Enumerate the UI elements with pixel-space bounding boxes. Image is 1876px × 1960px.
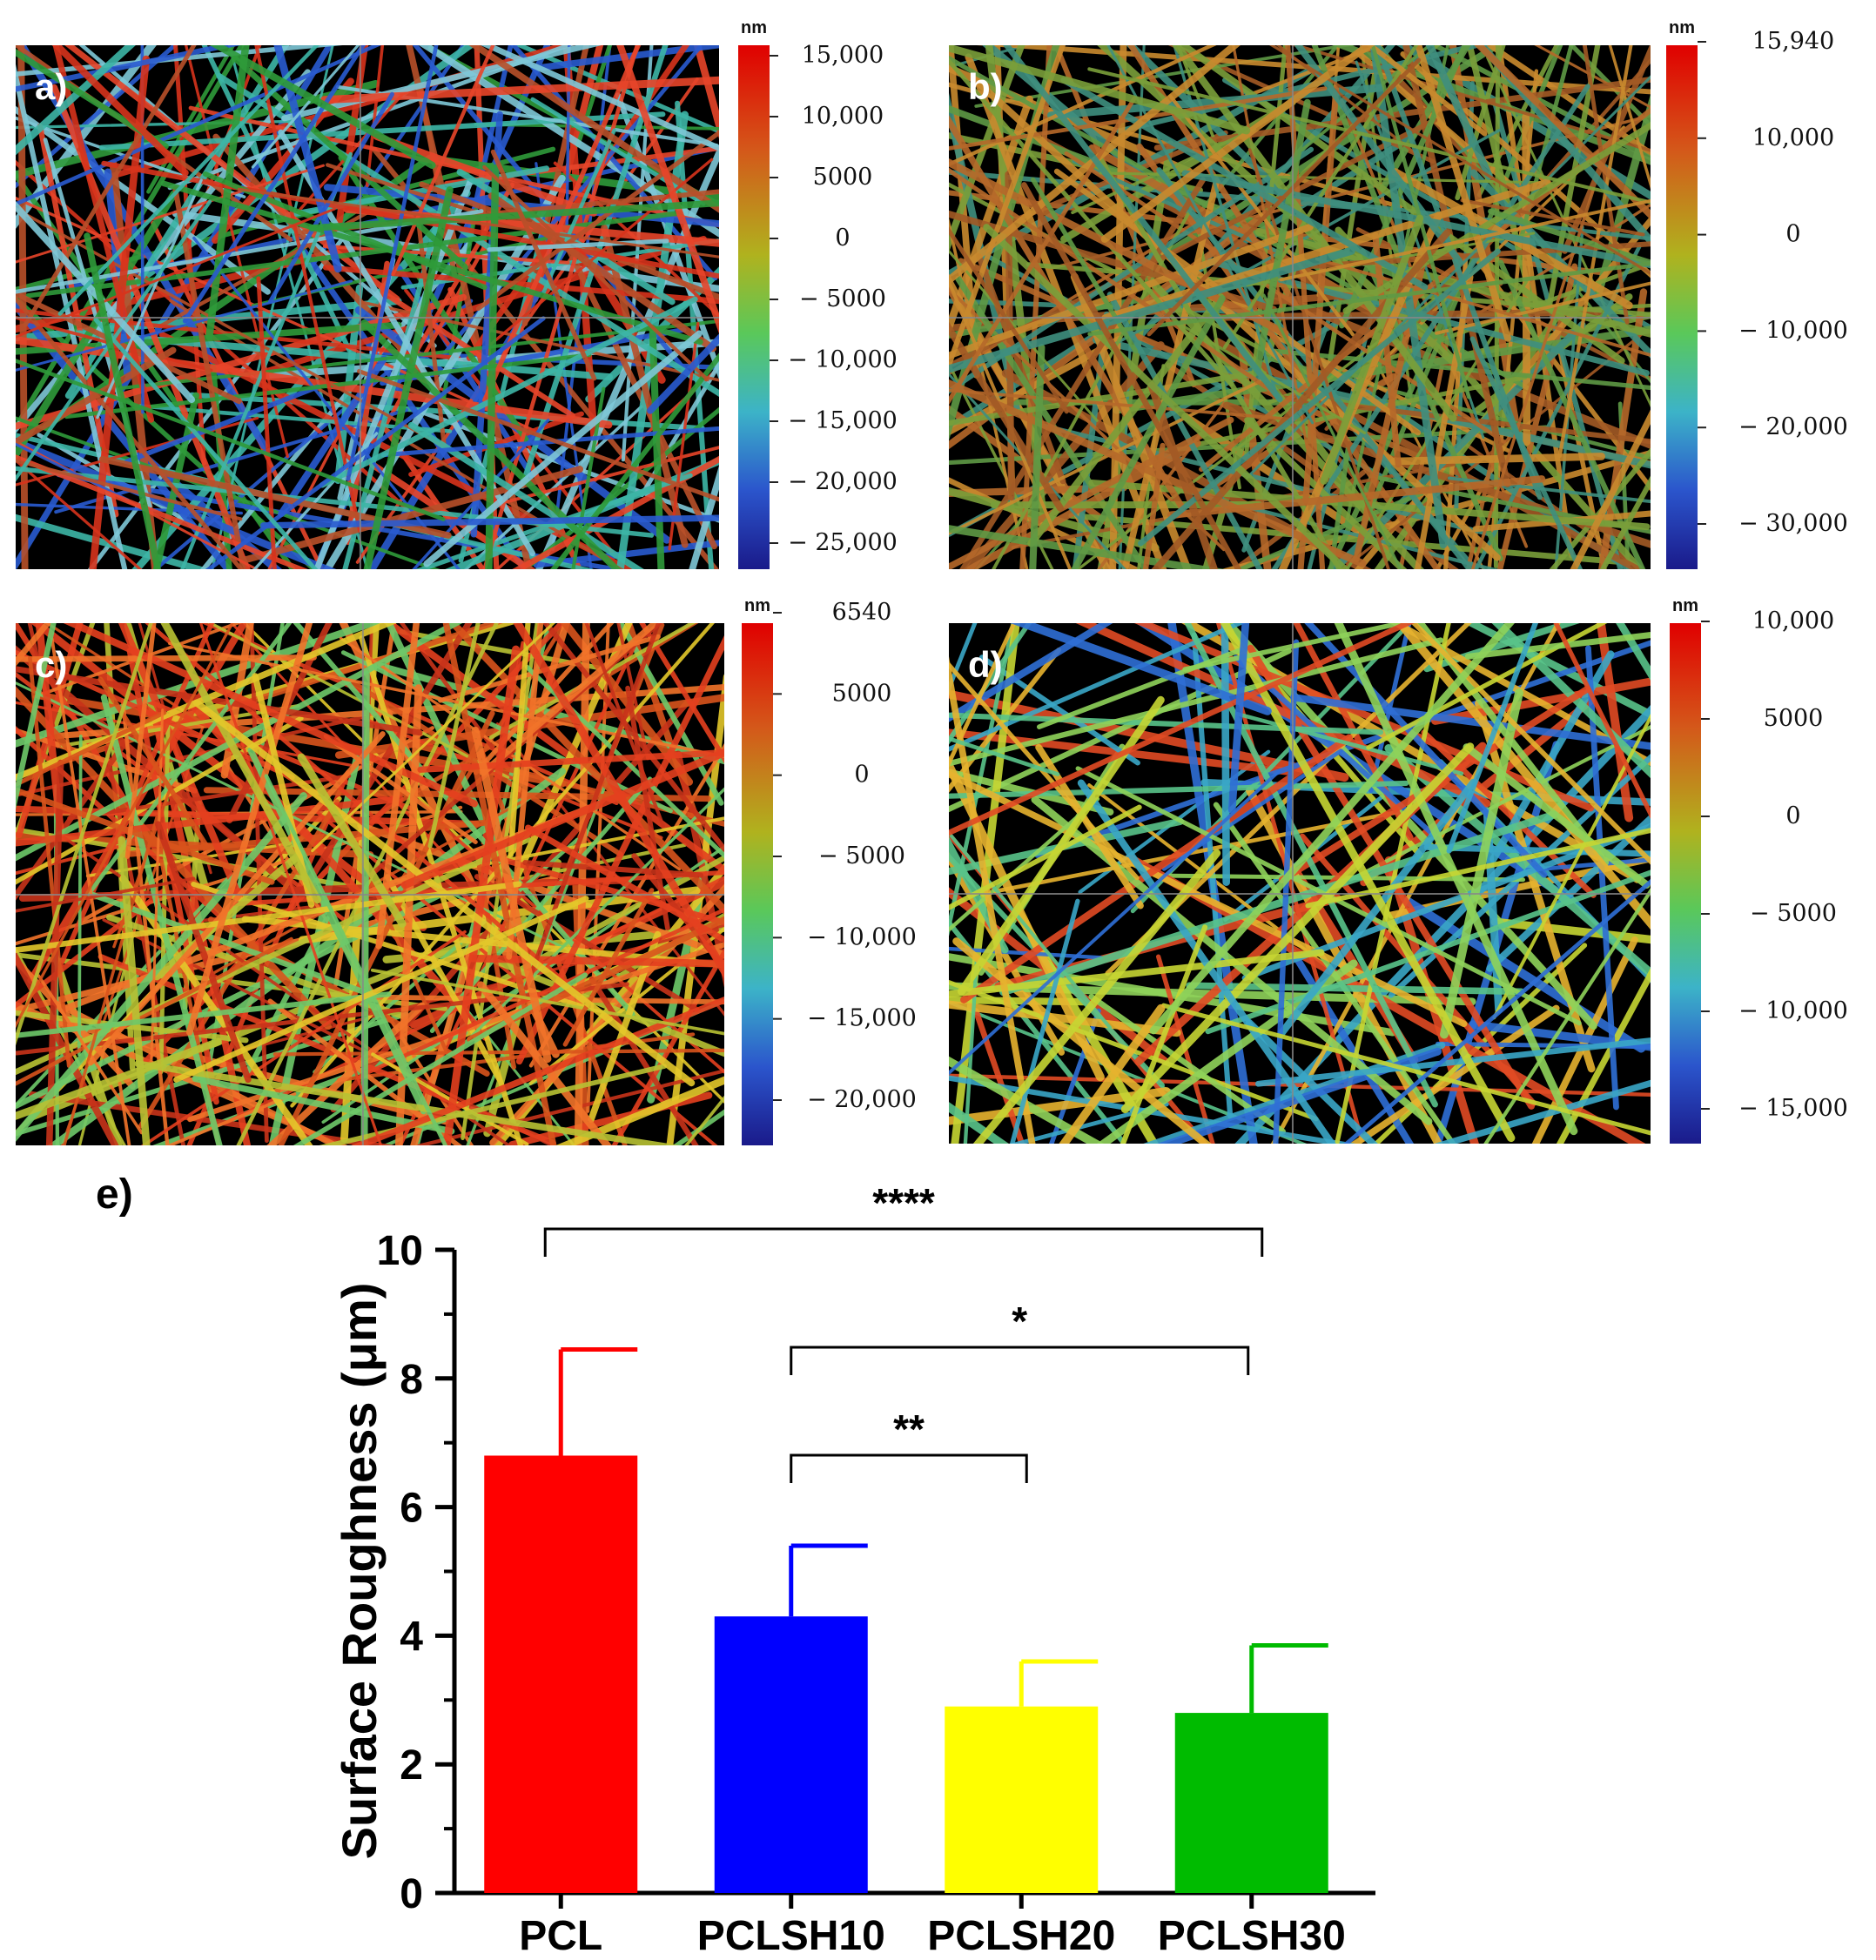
- significance-bracket: **: [790, 1406, 1028, 1483]
- colorbar-unit: nm: [744, 596, 770, 615]
- colorbar-unit: nm: [1669, 18, 1695, 37]
- fiber-image: [949, 623, 1651, 1144]
- colorbar-tick-label: − 25,000: [788, 529, 898, 556]
- colorbar-tick-label: 10,000: [802, 103, 884, 130]
- bar-pcl: [484, 1455, 638, 1893]
- error-bar: [789, 1543, 868, 1617]
- colorbar-tick-label: 5000: [1764, 705, 1824, 732]
- colorbar-tick-label: 5000: [813, 164, 873, 191]
- colorbar-tick-label: − 20,000: [788, 468, 898, 495]
- colorbar-tick-label: 6540: [832, 599, 892, 626]
- micrograph-panel-d: d) nm 10,000 5000 0 − 5000 − 10,000 − 15,000: [949, 596, 1848, 1144]
- colorbar-tick-label: 0: [1785, 802, 1800, 829]
- panel-letter: d): [968, 644, 1003, 685]
- bar-pclsh30: [1174, 1713, 1328, 1893]
- micrograph-panel-a: a) nm 15,000 10,000 5000 0 − 5000 − 10,000 − 15,…: [16, 18, 898, 569]
- significance-bracket: ****: [543, 1180, 1264, 1257]
- colorbar-tick-label: 15,940: [1752, 28, 1834, 55]
- colorbar-tick-label: − 20,000: [807, 1086, 917, 1113]
- colorbar-tick-label: 0: [835, 225, 850, 252]
- colorbar: [742, 623, 773, 1145]
- colorbar-tick-label: − 10,000: [788, 346, 898, 373]
- colorbar-tick-label: 10,000: [1752, 607, 1834, 634]
- micrograph-panel-c: c) nm 6540 5000 0 − 5000 − 10,000 − 15,000 − 20,…: [16, 596, 917, 1145]
- micrograph-panel-b: b) nm 15,940 10,000 0 − 10,000 − 20,000 − 30,00…: [949, 18, 1848, 569]
- fiber-image: [949, 45, 1651, 569]
- colorbar-tick-label: − 10,000: [1738, 997, 1848, 1024]
- significance-label: **: [893, 1406, 925, 1452]
- bar-pclsh10: [714, 1616, 868, 1893]
- panel-letter: c): [35, 644, 67, 685]
- error-bar: [558, 1347, 638, 1456]
- panel-letter: a): [35, 66, 67, 107]
- colorbar-tick-label: 0: [1785, 221, 1800, 248]
- colorbar: [738, 45, 770, 569]
- colorbar-tick-label: − 30,000: [1738, 510, 1848, 537]
- y-tick-label: 10: [377, 1228, 423, 1274]
- colorbar-tick-label: − 15,000: [807, 1005, 917, 1032]
- colorbar-tick-label: − 5000: [799, 285, 886, 312]
- significance-label: ****: [872, 1180, 935, 1225]
- y-axis-label: Surface Roughness (μm): [332, 1283, 387, 1860]
- colorbar-tick-label: 10,000: [1752, 124, 1834, 151]
- colorbar-tick-label: − 5000: [1750, 900, 1837, 927]
- colorbar-tick-label: − 20,000: [1738, 413, 1848, 440]
- fiber-image: [16, 45, 719, 569]
- bar-chart: e) 0 2 4 6 8 10 Surface Roughness (μm) PCL PCLSH1…: [96, 1171, 1375, 1959]
- colorbar-tick-label: − 15,000: [1738, 1095, 1848, 1122]
- colorbar-tick-label: − 10,000: [1738, 317, 1848, 344]
- y-tick-label: 4: [400, 1614, 423, 1660]
- colorbar: [1670, 623, 1701, 1144]
- y-tick-label: 6: [400, 1486, 423, 1532]
- x-tick-label: PCL: [519, 1913, 602, 1959]
- x-tick-label: PCLSH10: [697, 1913, 885, 1959]
- colorbar-unit: nm: [1672, 596, 1698, 615]
- error-bar: [1249, 1642, 1328, 1714]
- x-tick-label: PCLSH20: [927, 1913, 1115, 1959]
- colorbar-tick-label: − 10,000: [807, 923, 917, 950]
- significance-label: *: [1012, 1299, 1027, 1344]
- significance-bracket: *: [790, 1299, 1250, 1375]
- bar-pclsh20: [945, 1706, 1099, 1893]
- y-tick-label: 2: [400, 1742, 423, 1789]
- colorbar-tick-label: − 15,000: [788, 407, 898, 434]
- chart-panel-label: e): [96, 1171, 133, 1218]
- colorbar-tick-label: 0: [854, 762, 869, 789]
- y-tick-label: 0: [400, 1871, 423, 1917]
- colorbar-tick-label: 5000: [832, 680, 892, 707]
- fiber-image: [16, 623, 724, 1145]
- colorbar-tick-label: 15,000: [802, 42, 884, 69]
- y-tick-label: 8: [400, 1357, 423, 1403]
- colorbar-tick-label: − 5000: [818, 842, 905, 869]
- colorbar: [1666, 45, 1698, 569]
- error-bar: [1019, 1659, 1099, 1707]
- panel-letter: b): [968, 66, 1003, 107]
- colorbar-unit: nm: [741, 18, 767, 37]
- x-tick-label: PCLSH30: [1158, 1913, 1346, 1959]
